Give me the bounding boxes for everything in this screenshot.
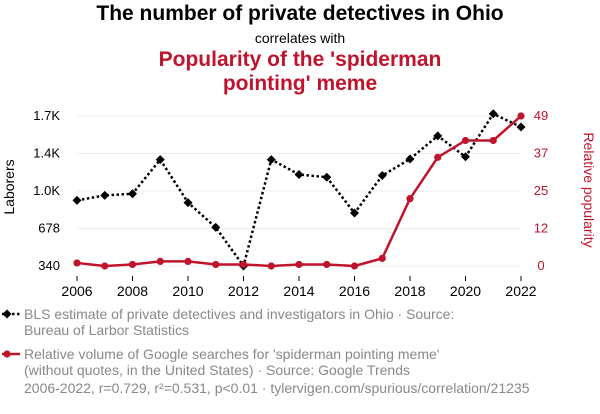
meme-point	[517, 112, 525, 120]
meme-point	[378, 254, 386, 262]
meme-point	[489, 136, 497, 145]
x-tick-label: 2010	[172, 283, 203, 299]
left-tick-label: 1.4K	[33, 146, 60, 161]
right-tick-label: 12	[534, 221, 548, 236]
detectives-point	[100, 190, 110, 200]
meme-point	[267, 262, 275, 270]
x-tick-label: 2018	[394, 283, 425, 299]
meme-point	[434, 153, 442, 161]
right-tick-label: 25	[534, 183, 548, 198]
legend-meme-marker	[3, 350, 11, 358]
footer-stats: 2006-2022, r=0.729, r²=0.531, p<0.01 · t…	[24, 380, 530, 396]
left-tick-label: 340	[38, 258, 60, 273]
left-tick-label: 678	[38, 221, 60, 236]
chart-subtitle: Popularity of the 'spiderman pointing' m…	[0, 48, 600, 96]
meme-point	[212, 260, 220, 269]
legend-markers	[2, 309, 20, 358]
detectives-point	[155, 155, 165, 165]
meme-point	[323, 260, 331, 269]
x-tick-label: 2006	[61, 283, 92, 299]
detectives-point	[128, 189, 137, 199]
x-axis-ticks: 2006 2008 2010 2012 2014 2016 2018 2020 2022	[61, 276, 537, 299]
series-spiderman-meme	[73, 112, 525, 270]
detectives-point	[488, 109, 498, 119]
detectives-line	[76, 112, 522, 269]
x-tick-label: 2022	[505, 283, 536, 299]
series-private-detectives	[72, 109, 526, 271]
detectives-point	[461, 152, 470, 162]
right-axis-ticks: 0 12 25 37 49	[534, 108, 548, 273]
detectives-point	[350, 208, 359, 218]
subtitle-line-1: Popularity of the 'spiderman	[158, 48, 442, 71]
detectives-point	[266, 155, 276, 165]
meme-point	[156, 257, 164, 266]
detectives-point	[72, 195, 82, 205]
meme-point	[128, 260, 137, 269]
detectives-point	[405, 154, 415, 164]
legend-detectives-line-2: Bureau of Larbor Statistics	[24, 322, 189, 338]
legend-text-meme: Relative volume of Google searches for '…	[24, 346, 584, 378]
legend-meme-line-1: Relative volume of Google searches for '…	[24, 346, 440, 362]
x-tick-label: 2016	[339, 283, 370, 299]
detectives-point	[211, 222, 221, 232]
detectives-point	[433, 131, 443, 141]
detectives-point	[322, 172, 332, 182]
detectives-point	[183, 198, 193, 208]
right-tick-label: 37	[534, 146, 548, 161]
subtitle-line-2: pointing' meme	[222, 72, 378, 95]
meme-point	[101, 262, 109, 270]
connector-text: correlates with	[254, 30, 346, 46]
left-tick-label: 1.0K	[33, 183, 60, 198]
detectives-point	[516, 122, 526, 132]
x-tick-label: 2008	[117, 283, 148, 299]
detectives-point	[294, 169, 304, 179]
legend-detectives-marker	[2, 309, 12, 319]
right-tick-label: 0	[537, 258, 544, 273]
x-tick-label: 2012	[228, 283, 259, 299]
meme-point	[184, 257, 192, 266]
meme-point	[461, 136, 470, 145]
meme-point	[73, 259, 81, 267]
meme-point	[295, 260, 303, 269]
left-axis-ticks: 340 678 1.0K 1.4K 1.7K	[33, 108, 60, 273]
left-axis-label: Laborers	[1, 159, 17, 214]
gridlines	[77, 115, 521, 267]
legend-meme-line-2: (without quotes, in the United States) ·…	[24, 362, 410, 378]
right-axis-label: Relative popularity	[581, 132, 597, 247]
x-tick-label: 2020	[450, 283, 481, 299]
meme-point	[406, 195, 414, 203]
meme-point	[350, 262, 359, 270]
meme-point	[239, 260, 248, 269]
chart-title: The number of private detectives in Ohio	[96, 2, 504, 25]
right-tick-label: 49	[534, 108, 548, 123]
x-tick-label: 2014	[283, 283, 314, 299]
detectives-point	[377, 171, 387, 181]
legend-detectives-line-1: BLS estimate of private detectives and i…	[24, 306, 455, 322]
legend-text-detectives: BLS estimate of private detectives and i…	[24, 306, 584, 338]
left-tick-label: 1.7K	[33, 108, 60, 123]
